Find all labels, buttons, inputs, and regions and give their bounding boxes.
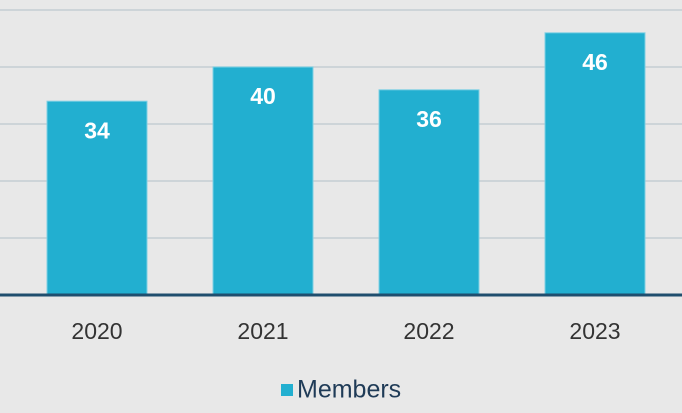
legend-swatch [281,384,293,396]
x-tick-label: 2020 [71,318,122,344]
value-label: 36 [416,106,442,132]
legend-label: Members [297,376,401,404]
x-tick-label: 2022 [403,318,454,344]
bar [544,32,646,296]
bar [378,89,480,296]
value-label: 34 [84,117,110,143]
value-label: 40 [250,83,276,109]
x-tick-label: 2021 [237,318,288,344]
bar [212,66,314,296]
x-tick-label: 2023 [569,318,620,344]
value-label: 46 [582,49,608,75]
